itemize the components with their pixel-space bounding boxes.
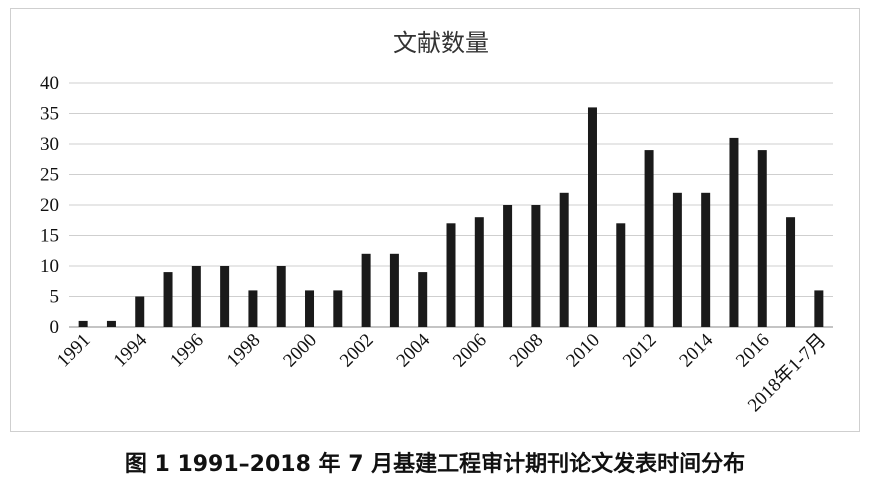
bar: [361, 253, 371, 327]
bar: [333, 290, 343, 327]
x-axis-ticks: 1991 1994 1996 1998 2000 2002 2004 2006 2008 2010…: [53, 329, 830, 416]
x-tick-label: 2004: [393, 329, 435, 371]
bar: [78, 320, 88, 327]
y-tick-label: 15: [40, 226, 59, 247]
bar: [587, 107, 597, 328]
y-axis-ticks: 0 5 10 15 20 25 30 35 40: [40, 73, 59, 338]
chart-frame: 文献数量 0 5 10 15 20 25 30 35 40 1991 1994 1996 1998 20…: [10, 8, 860, 432]
bar: [191, 266, 201, 327]
chart-title: 文献数量: [393, 29, 489, 57]
bar: [672, 192, 682, 327]
bar: [163, 272, 173, 327]
x-tick-label: 2008: [506, 330, 548, 372]
bar: [786, 217, 796, 327]
y-tick-label: 25: [40, 165, 59, 186]
bar: [446, 223, 456, 327]
bar: [757, 150, 767, 327]
bar: [814, 290, 824, 327]
bar: [106, 320, 116, 327]
bar: [503, 205, 513, 327]
y-tick-label: 40: [40, 73, 59, 94]
x-tick-label: 1998: [223, 330, 265, 372]
bar: [418, 272, 428, 327]
y-tick-label: 10: [40, 256, 59, 277]
figure-caption: 图 1 1991–2018 年 7 月基建工程审计期刊论文发表时间分布: [124, 452, 746, 477]
x-tick-label: 2000: [279, 330, 321, 372]
x-tick-label: 1996: [166, 330, 208, 372]
y-tick-label: 5: [50, 287, 60, 308]
bar: [644, 150, 654, 327]
x-tick-label: 2016: [732, 330, 774, 372]
x-tick-label: 2002: [336, 330, 378, 372]
bar: [701, 192, 711, 327]
bar: [729, 137, 739, 327]
bar: [220, 266, 230, 327]
x-tick-label: 2014: [675, 329, 717, 371]
bar-chart: 文献数量 0 5 10 15 20 25 30 35 40 1991 1994 1996 1998 20…: [40, 29, 833, 416]
bar: [474, 217, 484, 327]
x-tick-label: 2010: [562, 330, 604, 372]
bar: [248, 290, 258, 327]
bar: [305, 290, 315, 327]
bar: [276, 266, 286, 327]
bar: [616, 223, 626, 327]
bar: [389, 253, 399, 327]
x-tick-label: 1991: [53, 330, 95, 372]
bar: [559, 192, 569, 327]
bar: [531, 205, 541, 327]
x-tick-label: 1994: [110, 329, 152, 371]
x-tick-label: 2012: [619, 330, 661, 372]
y-tick-label: 0: [50, 317, 60, 338]
bars: [78, 107, 824, 328]
y-tick-label: 35: [40, 104, 59, 125]
x-tick-label: 2006: [449, 330, 491, 372]
bar: [135, 296, 145, 327]
y-tick-label: 20: [40, 195, 59, 216]
y-tick-label: 30: [40, 134, 59, 155]
